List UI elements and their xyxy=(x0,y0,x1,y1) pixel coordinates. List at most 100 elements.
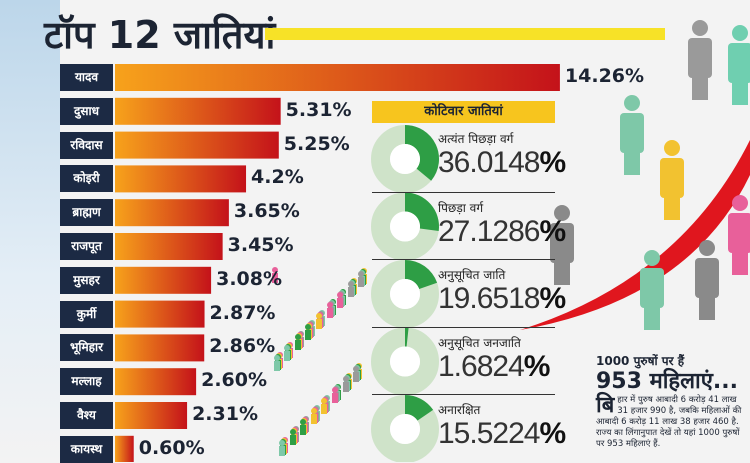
person-legs xyxy=(624,151,640,175)
person-figure xyxy=(644,250,660,266)
person-figure xyxy=(699,240,715,256)
crowd-person-body xyxy=(348,287,354,297)
category-value: 15.5224% xyxy=(438,417,566,451)
bar-value-label: 2.87% xyxy=(209,301,276,324)
percent-sign: % xyxy=(539,282,566,315)
person-body xyxy=(728,213,750,253)
crowd-person xyxy=(358,271,364,277)
person-body xyxy=(550,223,574,263)
person-legs xyxy=(699,296,715,320)
bar xyxy=(115,435,134,462)
person-figure xyxy=(554,205,570,221)
bar-label: रविदास xyxy=(60,131,113,159)
crowd-person xyxy=(300,419,306,425)
bar-value-label: 14.26% xyxy=(564,65,645,87)
crowd-person-body xyxy=(332,393,338,403)
crowd-person-body xyxy=(321,404,327,414)
person-legs xyxy=(554,261,570,285)
donut-hole xyxy=(390,346,420,377)
bar-label: कायस्थ xyxy=(60,435,113,463)
crowd-person xyxy=(316,313,322,319)
person-figure xyxy=(664,140,680,156)
bar-label: भूमिहार xyxy=(60,334,113,362)
bar-label: यादव xyxy=(60,64,113,91)
donut-slice xyxy=(405,327,409,347)
person-figure xyxy=(692,20,708,36)
category-number: 27.1286 xyxy=(438,214,540,248)
bar-value-label: 3.65% xyxy=(233,200,300,223)
crowd-person xyxy=(327,302,333,308)
person-figure xyxy=(624,95,640,111)
category-number: 36.0148 xyxy=(438,146,540,179)
donut-hole xyxy=(390,414,420,444)
bar-value-label: 2.31% xyxy=(192,403,258,425)
bar-value-label: 3.08% xyxy=(216,267,283,290)
bar-value-label: 2.60% xyxy=(201,369,268,392)
category-value: 1.6824% xyxy=(438,349,551,384)
bar xyxy=(115,165,247,193)
crowd-person-body xyxy=(358,277,364,287)
crowd-person-body xyxy=(284,351,290,361)
crowd-person-body xyxy=(279,446,285,456)
bar-value-label: 5.25% xyxy=(283,132,350,155)
bar-value-label: 5.31% xyxy=(285,98,352,121)
category-number: 15.5224 xyxy=(438,417,540,450)
crowd-person xyxy=(321,398,327,404)
category-name: अनुसूचित जाति xyxy=(438,268,506,282)
category-value: 19.6518% xyxy=(438,282,566,316)
crowd-person xyxy=(343,376,349,382)
bar-value-label: 3.45% xyxy=(227,234,294,256)
crowd-person xyxy=(272,267,278,273)
bar xyxy=(115,97,281,125)
bar xyxy=(115,64,560,91)
bar-label: मुसहर xyxy=(60,266,113,294)
category-number: 1.6824 xyxy=(438,349,525,383)
person-body xyxy=(660,158,684,198)
bar-label: कुर्मी xyxy=(60,300,113,328)
bar-label: कोइरी xyxy=(60,165,113,193)
bar xyxy=(115,300,205,328)
crowd-person xyxy=(284,345,290,351)
crowd-person-body xyxy=(337,298,343,308)
crowd-person xyxy=(295,334,301,340)
crowd-person-body xyxy=(305,330,311,340)
note-line1: 1000 पुरुषों पर हैं xyxy=(596,354,685,368)
category-row: अनुसूचित जाति 19.6518% xyxy=(372,259,566,326)
crowd-person xyxy=(337,292,343,298)
category-name: अत्यंत पिछड़ा वर्ग xyxy=(438,132,514,146)
bar-label: राजपूत xyxy=(60,233,113,260)
donut-slice xyxy=(405,192,440,232)
category-row: अत्यंत पिछड़ा वर्ग 36.0148% xyxy=(372,124,566,191)
percent-sign: % xyxy=(523,349,551,383)
crowd-person-body xyxy=(300,425,306,435)
crowd-person-body xyxy=(295,340,301,350)
person-legs xyxy=(644,306,660,330)
crowd-person-body xyxy=(316,319,322,329)
bar-label: वैश्य xyxy=(60,402,113,429)
bar-label: दुसाध xyxy=(60,97,113,125)
person-figure xyxy=(732,195,748,211)
percent-sign: % xyxy=(539,214,566,248)
red-swoosh xyxy=(520,140,750,330)
category-name: पिछड़ा वर्ग xyxy=(438,200,484,215)
category-name: अनारक्षित xyxy=(438,403,481,417)
crowd-person xyxy=(348,281,354,287)
sex-ratio-note: 1000 पुरुषों पर हैं 953 महिलाएं... बि हार… xyxy=(596,352,748,450)
bar xyxy=(115,199,229,227)
category-header: कोटिवार जातियां xyxy=(372,101,555,123)
category-row: पिछड़ा वर्ग 27.1286% xyxy=(372,191,566,259)
dropcap: बि xyxy=(596,393,615,418)
crowd-person-body xyxy=(343,382,349,392)
bar-label: मल्लाह xyxy=(60,368,113,396)
category-name: अनुसूचित जनजाति xyxy=(438,335,521,350)
note-text: हार में पुरुष आबादी 6 करोड़ 41 लाख 31 हज… xyxy=(596,395,742,449)
bar xyxy=(115,266,212,294)
bar-value-label: 4.2% xyxy=(251,166,304,189)
bar xyxy=(115,334,205,362)
bar xyxy=(115,368,197,396)
crowd-person xyxy=(290,429,296,435)
crowd-person xyxy=(311,408,317,414)
percent-sign: % xyxy=(539,146,566,179)
chart-title: टॉप 12 जातियां xyxy=(44,13,276,57)
